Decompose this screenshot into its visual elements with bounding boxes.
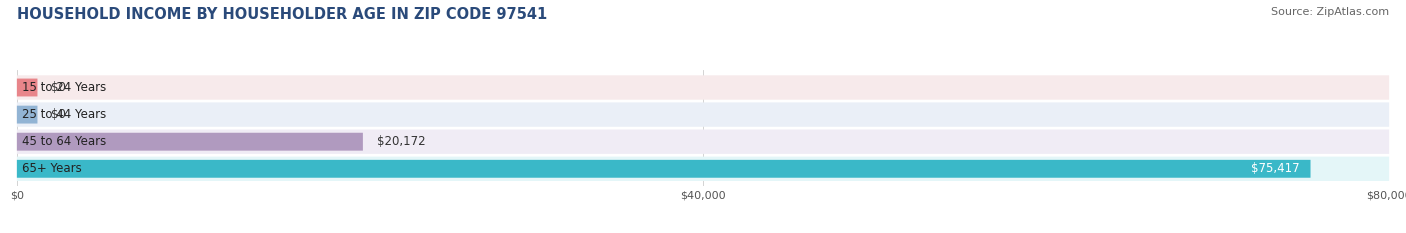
Text: HOUSEHOLD INCOME BY HOUSEHOLDER AGE IN ZIP CODE 97541: HOUSEHOLD INCOME BY HOUSEHOLDER AGE IN Z… xyxy=(17,7,547,22)
FancyBboxPatch shape xyxy=(17,130,1389,154)
FancyBboxPatch shape xyxy=(17,157,1389,181)
Text: $20,172: $20,172 xyxy=(377,135,425,148)
FancyBboxPatch shape xyxy=(17,106,38,123)
Text: $0: $0 xyxy=(51,108,66,121)
FancyBboxPatch shape xyxy=(17,160,1310,178)
Text: 15 to 24 Years: 15 to 24 Years xyxy=(22,81,107,94)
Text: Source: ZipAtlas.com: Source: ZipAtlas.com xyxy=(1271,7,1389,17)
FancyBboxPatch shape xyxy=(17,133,363,151)
FancyBboxPatch shape xyxy=(17,103,1389,127)
Text: 25 to 44 Years: 25 to 44 Years xyxy=(22,108,107,121)
Text: $0: $0 xyxy=(51,81,66,94)
Text: $75,417: $75,417 xyxy=(1251,162,1299,175)
FancyBboxPatch shape xyxy=(17,79,38,96)
Text: 45 to 64 Years: 45 to 64 Years xyxy=(22,135,107,148)
Text: 65+ Years: 65+ Years xyxy=(22,162,82,175)
FancyBboxPatch shape xyxy=(17,75,1389,100)
